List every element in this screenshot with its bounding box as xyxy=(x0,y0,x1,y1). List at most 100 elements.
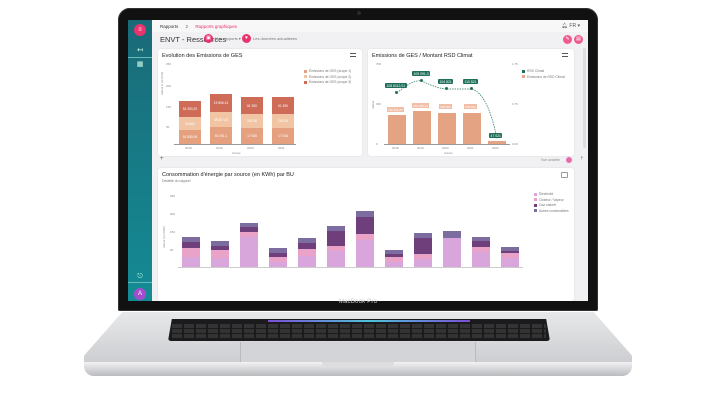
bar-segment[interactable]: 28 018 xyxy=(272,114,294,128)
opening-notch xyxy=(322,362,394,367)
bar-2019[interactable]: 53 051,1 38 807,43 19 806,13 xyxy=(210,94,232,144)
legend-item[interactable]: Émissions de GES (scope 1) xyxy=(304,69,351,73)
view-select[interactable]: Vue actuelle xyxy=(540,158,560,162)
bar-2018[interactable]: 51 850,06 44 661 51 050,29 xyxy=(179,101,201,144)
bell-icon[interactable]: 🔔︎ xyxy=(561,23,569,29)
pin-icon[interactable]: ⇡ xyxy=(579,156,584,162)
data-label: 158 921 xyxy=(464,104,477,109)
legend-item[interactable]: Chaleur / Vapeur xyxy=(534,198,569,202)
y-tick: 150 xyxy=(166,105,172,109)
bar-segment[interactable]: 61 390 xyxy=(241,97,263,114)
bar-bu2[interactable] xyxy=(211,241,229,267)
card-energie: Consommation d'énergie par source (en KW… xyxy=(158,168,574,301)
bar-bu11[interactable] xyxy=(472,237,490,267)
bar-segment[interactable]: 17 536 xyxy=(241,128,263,144)
data-label: 109 091,3 xyxy=(412,71,431,76)
bar-bu5[interactable] xyxy=(298,238,316,267)
app-logo[interactable]: ≡ xyxy=(134,24,146,36)
y-tick: 250 xyxy=(166,62,172,66)
data-point[interactable] xyxy=(395,91,398,94)
page-header: ENVT - Ressources ▣ Voir rapports ▾ ♥ Le… xyxy=(152,32,588,46)
bar-segment[interactable]: 19 806,13 xyxy=(210,94,232,112)
pencil-icon[interactable]: ✎ xyxy=(563,35,572,44)
bar-2018[interactable] xyxy=(388,115,406,144)
legend-item[interactable]: Électricité xyxy=(534,192,569,196)
bar-2022[interactable] xyxy=(488,141,506,144)
avatar[interactable]: A xyxy=(134,288,146,300)
bar-2019[interactable] xyxy=(413,111,431,144)
x-tick: 2022 xyxy=(492,146,499,150)
bar-segment[interactable]: 61 390 xyxy=(272,97,294,114)
x-tick: 2018 xyxy=(185,146,192,150)
bar-segment[interactable]: 44 661 xyxy=(179,117,201,130)
bar-2021[interactable]: 17 536 28 018 61 390 xyxy=(272,97,294,144)
y-axis-label: Valeur (t eq CO2) xyxy=(160,71,164,95)
bar-2020[interactable] xyxy=(438,113,456,144)
legend-item[interactable]: Émissions de GES (scope 2) xyxy=(304,75,351,79)
bar-2021[interactable] xyxy=(463,113,481,144)
language-select[interactable]: FR ▾ xyxy=(569,23,580,29)
bar-segment[interactable]: 38 807,43 xyxy=(210,112,232,127)
bar-bu8[interactable] xyxy=(385,250,403,267)
bar-segment[interactable]: 53 051,1 xyxy=(210,127,232,144)
bar-bu9[interactable] xyxy=(414,233,432,267)
camera xyxy=(357,11,361,15)
data-label: 158 921 xyxy=(439,104,452,109)
bar-bu4[interactable] xyxy=(269,248,287,267)
breadcrumb-active[interactable]: Rapports graphiques xyxy=(195,24,238,29)
scrollbar[interactable] xyxy=(583,48,586,148)
x-axis-label: Année xyxy=(444,151,453,155)
legend: Émissions de GES (scope 1) Émissions de … xyxy=(304,69,351,86)
bar-segment[interactable]: 17 536 xyxy=(272,128,294,144)
breadcrumb: Rapports 2 Rapports graphiques xyxy=(160,24,237,29)
breadcrumb-count: 2 xyxy=(185,24,189,29)
key-row xyxy=(172,334,546,338)
bar-2020[interactable]: 17 536 28 018 61 390 xyxy=(241,97,263,144)
bar-bu12[interactable] xyxy=(501,247,519,267)
bar-segment[interactable]: 28 018 xyxy=(241,114,263,128)
y-tick: 700 xyxy=(376,62,382,66)
bar-bu6[interactable] xyxy=(327,226,345,267)
x-tick: 2021 xyxy=(467,146,474,150)
grid-icon[interactable]: ▦ xyxy=(136,61,144,68)
filter-icon[interactable] xyxy=(566,157,572,163)
data-status: Les données actualisées xyxy=(253,36,298,41)
data-label: 150 511,87 xyxy=(387,107,404,112)
legend-item[interactable]: Emissions de RSD Climat xyxy=(522,75,565,79)
data-label: 108 8112,01 xyxy=(385,83,407,88)
x-tick: 2019 xyxy=(417,146,424,150)
legend-item[interactable]: Émissions de GES (scope 3) xyxy=(304,80,351,84)
legend-item[interactable]: Gaz naturel xyxy=(534,203,569,207)
x-axis-line xyxy=(174,144,296,145)
bar-bu10[interactable] xyxy=(443,231,461,267)
refresh-icon[interactable]: ♥ xyxy=(242,34,251,43)
x-axis-line xyxy=(384,144,510,145)
data-label: 104 821 xyxy=(438,79,454,84)
exit-icon[interactable]: ⎋ xyxy=(137,273,143,280)
y-tick-right: 0.75 xyxy=(512,102,518,106)
bar-segment[interactable]: 51 850,06 xyxy=(179,130,201,144)
add-button[interactable]: + xyxy=(160,156,164,162)
x-axis-line xyxy=(178,267,523,268)
bar-bu7[interactable] xyxy=(356,211,374,267)
report-icon[interactable]: ▣ xyxy=(204,34,213,43)
legend-item[interactable]: RSD Climat xyxy=(522,69,565,73)
data-point[interactable] xyxy=(420,79,423,82)
legend-item[interactable]: Autres combustibles xyxy=(534,209,569,213)
document-icon[interactable]: ▤ xyxy=(574,35,583,44)
bar-bu3[interactable] xyxy=(240,223,258,267)
data-point[interactable] xyxy=(445,87,448,90)
menu-icon[interactable] xyxy=(350,53,356,57)
menu-icon[interactable] xyxy=(561,172,568,178)
bar-segment[interactable]: 51 050,29 xyxy=(179,101,201,117)
bar-bu1[interactable] xyxy=(182,237,200,267)
breadcrumb-root[interactable]: Rapports xyxy=(160,24,179,29)
legend: Électricité Chaleur / Vapeur Gaz naturel… xyxy=(534,192,569,214)
x-tick: 2019 xyxy=(216,146,223,150)
y-tick-right: 0.00 xyxy=(512,142,518,146)
menu-icon[interactable] xyxy=(562,53,568,57)
report-select[interactable]: Voir rapports ▾ xyxy=(215,36,241,41)
arrow-icon[interactable]: ↤ xyxy=(137,47,143,54)
data-point[interactable] xyxy=(470,87,473,90)
